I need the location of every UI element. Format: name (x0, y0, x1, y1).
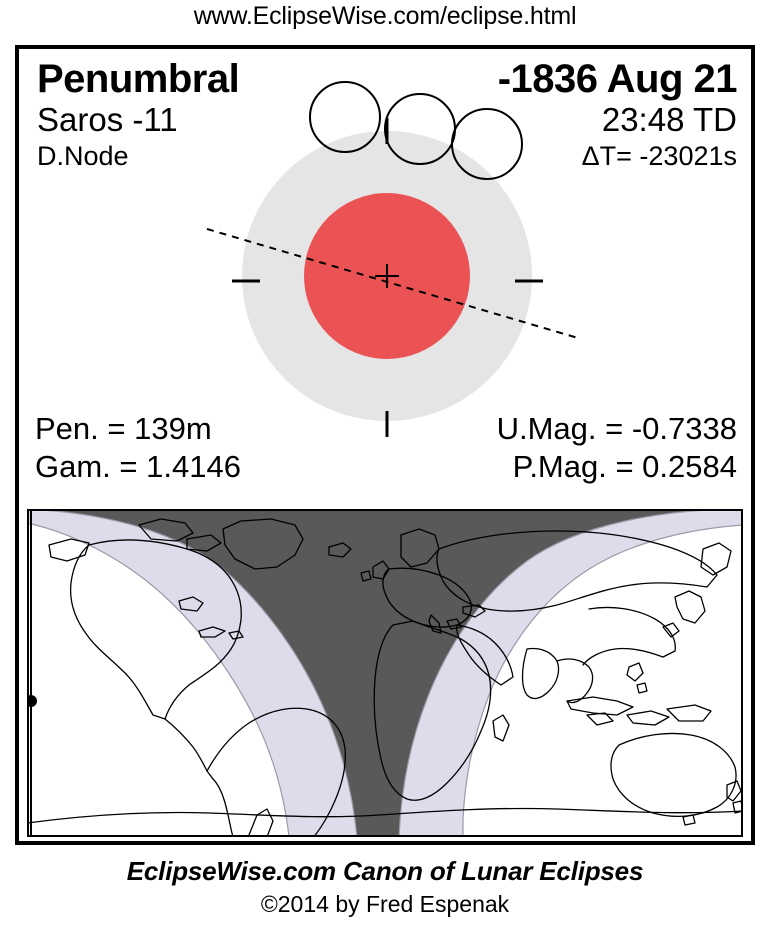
delta-t-label: ΔT= -23021s (581, 141, 737, 171)
map-border (27, 509, 743, 837)
eclipse-stats: Pen. = 139m U.Mag. = -0.7338 Gam. = 1.41… (19, 411, 751, 501)
footer-credit: ©2014 by Fred Espenak (260, 891, 510, 917)
penumbral-duration-label: Pen. = 139m (35, 411, 212, 446)
penumbral-magnitude-label: P.Mag. = 0.2584 (512, 449, 737, 484)
umbra-circle (304, 193, 470, 359)
node-label: D.Node (37, 141, 129, 171)
umbral-magnitude-label: U.Mag. = -0.7338 (496, 411, 737, 446)
moon-position-1 (309, 81, 381, 153)
stats-row: Pen. = 139m U.Mag. = -0.7338 (19, 411, 751, 447)
header-left-block: Penumbral Saros -11 D.Node (37, 57, 240, 173)
moon-position-2 (384, 93, 456, 165)
stats-row: Gam. = 1.4146 P.Mag. = 0.2584 (19, 449, 751, 485)
visibility-map (27, 509, 743, 837)
saros-label: Saros -11 (37, 101, 178, 138)
visibility-map-svg (27, 509, 743, 837)
eclipse-date-title: -1836 Aug 21 (497, 57, 738, 101)
eclipse-type-title: Penumbral (37, 57, 240, 101)
eclipse-panel: Penumbral Saros -11 D.Node -1836 Aug 21 … (15, 45, 755, 845)
penumbra-circle (242, 131, 532, 421)
map-coastlines (27, 518, 743, 837)
footer: EclipseWise.com Canon of Lunar Eclipses … (0, 855, 770, 919)
page-url: www.EclipseWise.com/eclipse.html (193, 2, 577, 30)
footer-title: EclipseWise.com Canon of Lunar Eclipses (126, 856, 644, 886)
gamma-label: Gam. = 1.4146 (35, 449, 241, 484)
moon-track-line (206, 228, 579, 339)
header-right-block: -1836 Aug 21 23:48 TD ΔT= -23021s (497, 57, 738, 173)
eclipse-time-label: 23:48 TD (601, 101, 737, 138)
